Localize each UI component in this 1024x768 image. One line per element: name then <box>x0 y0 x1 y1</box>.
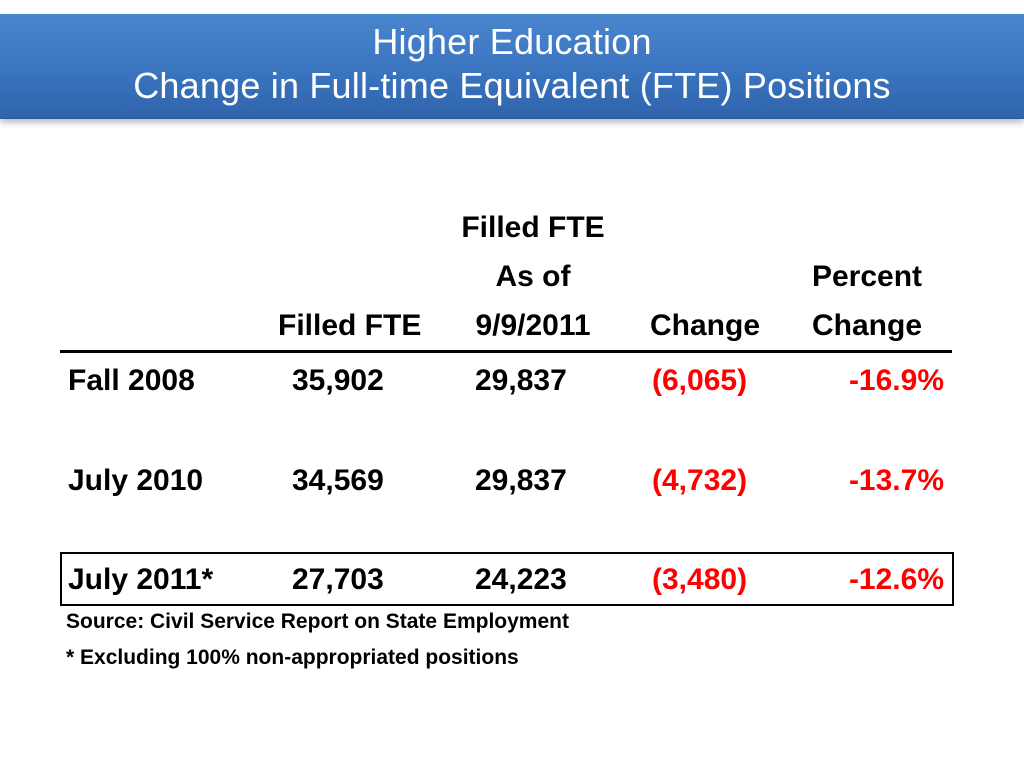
row-label: July 2010 <box>68 464 204 497</box>
percent-change-value: -12.6% <box>848 563 944 596</box>
header-filled-fte-as-of-line1: Filled FTE <box>461 211 605 244</box>
source-note: Source: Civil Service Report on State Em… <box>66 610 569 633</box>
header-change: Change <box>650 309 761 342</box>
change-value: (4,732) <box>652 464 748 497</box>
header-filled-fte-as-of-line2: As of <box>495 260 571 293</box>
percent-change-value: -13.7% <box>848 464 944 497</box>
filled-fte-as-of-value: 24,223 <box>475 563 567 596</box>
header-percent-change-line2: Change <box>811 309 923 342</box>
highlighted-row-box <box>60 552 954 606</box>
header-divider <box>60 350 952 353</box>
filled-fte-value: 34,569 <box>292 464 384 497</box>
header-filled-fte-as-of-line3: 9/9/2011 <box>475 309 591 342</box>
filled-fte-as-of-value: 29,837 <box>475 364 567 397</box>
slide-title: Higher Education <box>372 21 652 62</box>
header-percent-change-line1: Percent <box>811 260 923 293</box>
change-value: (6,065) <box>652 364 748 397</box>
percent-change-value: -16.9% <box>848 364 944 397</box>
header-filled-fte: Filled FTE <box>278 309 422 342</box>
filled-fte-as-of-value: 29,837 <box>475 464 567 497</box>
title-banner: Higher Education Change in Full-time Equ… <box>0 14 1024 119</box>
footnote: * Excluding 100% non-appropriated positi… <box>66 646 519 669</box>
row-label: Fall 2008 <box>68 364 195 397</box>
filled-fte-value: 27,703 <box>292 563 384 596</box>
change-value: (3,480) <box>652 563 748 596</box>
row-label: July 2011* <box>68 563 214 596</box>
slide-subtitle: Change in Full-time Equivalent (FTE) Pos… <box>133 65 891 106</box>
filled-fte-value: 35,902 <box>292 364 384 397</box>
